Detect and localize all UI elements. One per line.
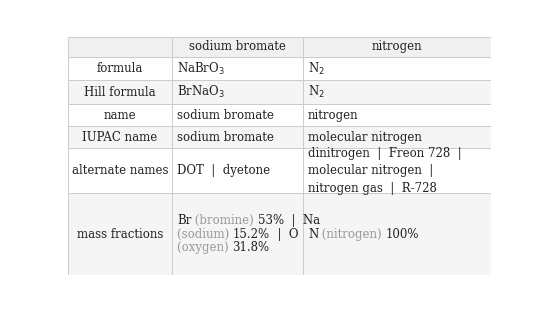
Bar	[302, 80, 490, 104]
Text: DOT  |  dyetone: DOT | dyetone	[177, 164, 270, 177]
Text: N$_2$: N$_2$	[308, 61, 325, 77]
Bar	[68, 80, 172, 104]
Bar	[302, 104, 490, 126]
Bar	[172, 104, 302, 126]
Text: molecular nitrogen: molecular nitrogen	[308, 130, 422, 143]
Text: (bromine): (bromine)	[191, 214, 258, 227]
Bar	[302, 193, 490, 275]
Text: 53%: 53%	[258, 214, 284, 227]
Text: nitrogen: nitrogen	[371, 40, 422, 53]
Text: IUPAC name: IUPAC name	[82, 130, 158, 143]
Text: formula: formula	[96, 62, 143, 75]
Bar	[172, 37, 302, 57]
Bar	[68, 104, 172, 126]
Text: 15.2%: 15.2%	[233, 228, 270, 241]
Text: (nitrogen): (nitrogen)	[318, 228, 386, 241]
Text: dinitrogen  |  Freon 728  |
molecular nitrogen  |
nitrogen gas  |  R-728: dinitrogen | Freon 728 | molecular nitro…	[308, 146, 462, 195]
Text: |  O: | O	[270, 228, 299, 241]
Bar	[68, 57, 172, 80]
Text: 31.8%: 31.8%	[233, 241, 270, 254]
Text: name: name	[104, 109, 136, 122]
Bar	[172, 126, 302, 148]
Text: NaBrO$_3$: NaBrO$_3$	[177, 61, 225, 77]
Bar	[302, 57, 490, 80]
Bar	[172, 80, 302, 104]
Text: BrNaO$_3$: BrNaO$_3$	[177, 84, 225, 100]
Bar	[302, 37, 490, 57]
Bar	[68, 193, 172, 275]
Text: mass fractions: mass fractions	[77, 228, 163, 241]
Bar	[302, 126, 490, 148]
Text: N: N	[308, 228, 318, 241]
Text: |  Na: | Na	[284, 214, 320, 227]
Text: alternate names: alternate names	[71, 164, 168, 177]
Text: sodium bromate: sodium bromate	[189, 40, 286, 53]
Text: sodium bromate: sodium bromate	[177, 109, 274, 122]
Text: 100%: 100%	[386, 228, 419, 241]
Text: Hill formula: Hill formula	[84, 86, 156, 99]
Text: (oxygen): (oxygen)	[177, 241, 233, 254]
Bar	[172, 193, 302, 275]
Text: N$_2$: N$_2$	[308, 84, 325, 100]
Bar	[172, 148, 302, 193]
Text: (sodium): (sodium)	[177, 228, 233, 241]
Bar	[68, 37, 172, 57]
Bar	[302, 148, 490, 193]
Text: nitrogen: nitrogen	[308, 109, 359, 122]
Text: Br: Br	[177, 214, 191, 227]
Bar	[172, 57, 302, 80]
Bar	[68, 148, 172, 193]
Bar	[68, 126, 172, 148]
Text: sodium bromate: sodium bromate	[177, 130, 274, 143]
